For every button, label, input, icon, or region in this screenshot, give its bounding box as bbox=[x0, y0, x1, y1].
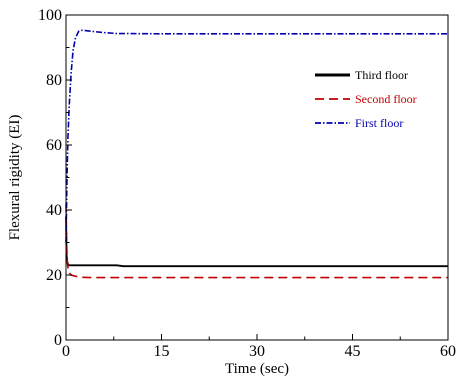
plot-area-frame bbox=[65, 14, 449, 341]
y-tick-label: 80 bbox=[46, 72, 62, 89]
legend-label-0: Third floor bbox=[355, 68, 408, 82]
series-group bbox=[65, 29, 448, 279]
series-line-1 bbox=[65, 203, 448, 279]
x-tick-label: 30 bbox=[249, 343, 265, 360]
y-tick-label: 100 bbox=[38, 7, 62, 24]
x-tick-label: 60 bbox=[440, 343, 456, 360]
legend: Third floor Second floor First floor bbox=[315, 68, 417, 130]
legend-label-2: First floor bbox=[355, 116, 403, 130]
x-tick-label: 15 bbox=[154, 343, 170, 360]
series-line-2 bbox=[65, 29, 448, 243]
y-axis-label: Flexural rigidity (EI) bbox=[7, 115, 23, 241]
y-tick-label: 60 bbox=[46, 137, 62, 154]
series-line-0 bbox=[65, 216, 448, 268]
legend-label-1: Second floor bbox=[355, 92, 417, 106]
x-tick-label: 45 bbox=[345, 343, 361, 360]
x-axis-label: Time (sec) bbox=[225, 361, 289, 377]
tick-group: 0 15 30 45 60 0 20 40 60 80 100 bbox=[38, 7, 456, 360]
y-tick-label: 0 bbox=[54, 332, 62, 349]
y-tick-label: 40 bbox=[46, 202, 62, 219]
x-tick-label: 0 bbox=[62, 343, 70, 360]
y-tick-label: 20 bbox=[46, 267, 62, 284]
